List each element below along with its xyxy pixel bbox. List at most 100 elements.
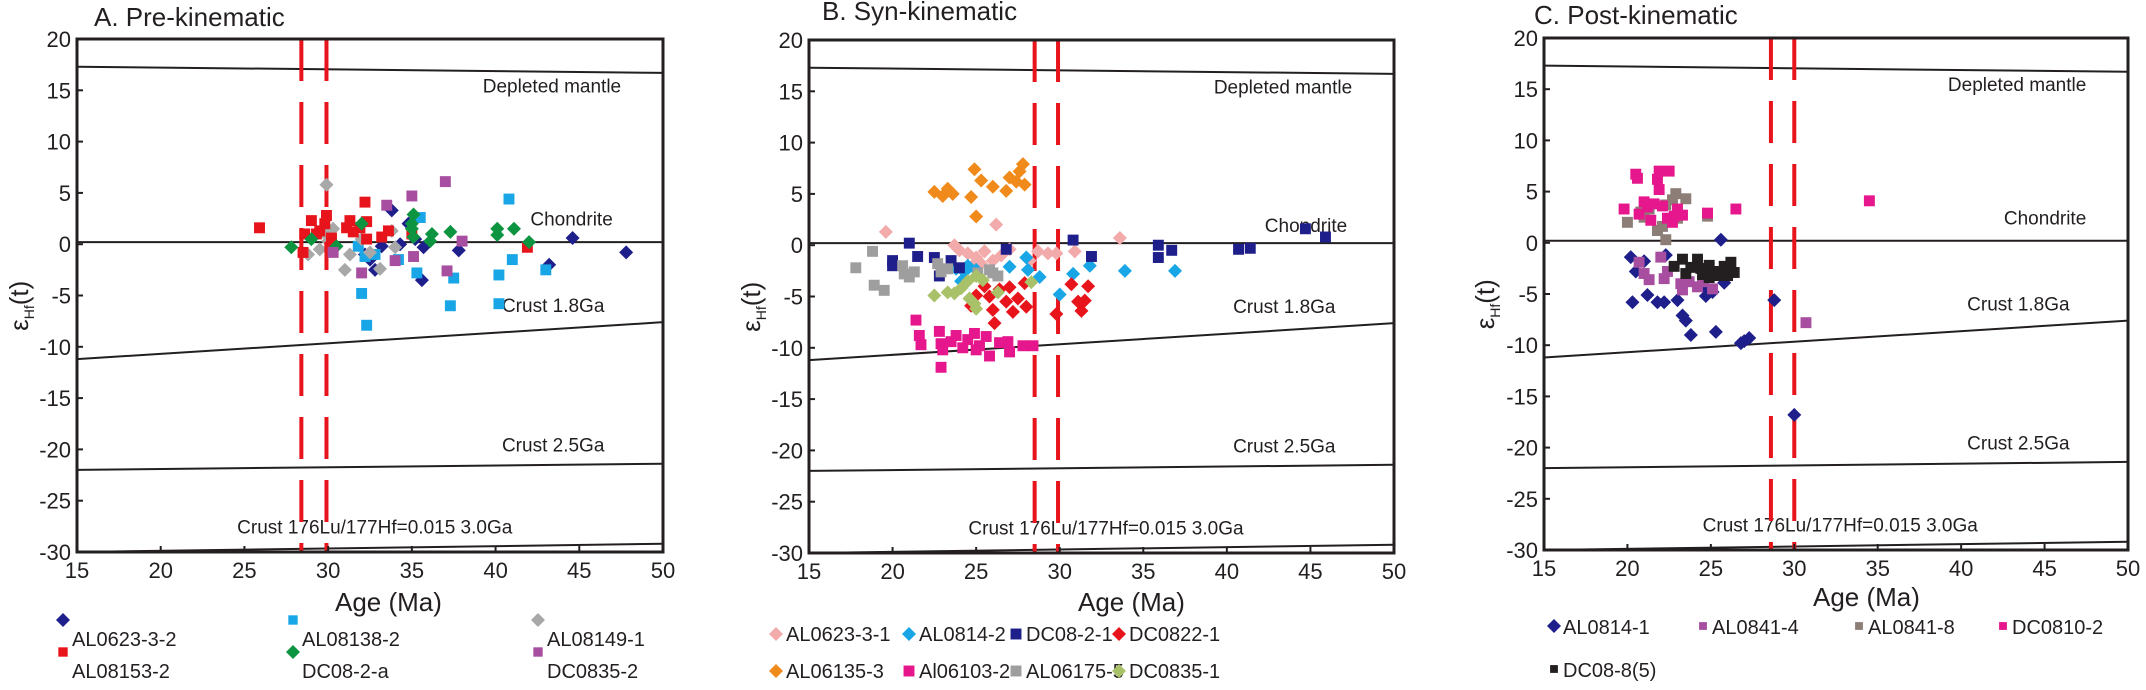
data-point xyxy=(406,207,421,222)
data-point xyxy=(1670,188,1682,200)
data-point xyxy=(897,260,909,272)
data-point xyxy=(1657,200,1668,212)
y-tick-label: 10 xyxy=(1514,128,1538,153)
data-point xyxy=(1618,203,1630,215)
reference-line-label: Depleted mantle xyxy=(483,76,621,97)
reference-line-label: Crust 1.8Ga xyxy=(1233,297,1336,318)
data-point xyxy=(327,246,339,258)
legend-item: AL08153-2 xyxy=(58,647,170,683)
legend-marker xyxy=(531,613,545,627)
data-point xyxy=(942,263,954,275)
legend-marker xyxy=(1112,664,1126,678)
legend-marker xyxy=(1010,628,1022,640)
data-point xyxy=(1299,223,1311,235)
data-point xyxy=(945,186,960,201)
legend-label: DC0822-1 xyxy=(1129,624,1220,646)
reference-line-label: Depleted mantle xyxy=(1948,75,2086,96)
legend-label: AL06135-3 xyxy=(786,661,884,683)
data-point xyxy=(1643,274,1655,286)
data-point xyxy=(1728,267,1740,278)
data-point xyxy=(1017,340,1029,352)
data-point xyxy=(989,217,1004,232)
y-tick-label: -30 xyxy=(1506,538,1538,563)
series-al08149-1 xyxy=(301,177,403,277)
legend-marker xyxy=(58,647,68,657)
series-al06103-2 xyxy=(910,314,1039,373)
x-axis-title: Age (Ma) xyxy=(335,587,442,617)
reference-line-label: Crust 2.5Ga xyxy=(502,435,605,456)
data-point xyxy=(1015,157,1030,172)
data-point xyxy=(342,247,357,262)
legend-label: AL0814-1 xyxy=(1563,617,1650,639)
data-point xyxy=(974,173,989,188)
data-point xyxy=(299,228,311,240)
series-dc08-8-5- xyxy=(1668,253,1740,284)
data-point xyxy=(1002,336,1014,348)
legend-item: DC0835-1 xyxy=(1112,661,1220,683)
data-point xyxy=(1010,291,1025,306)
y-tick-label: -10 xyxy=(39,335,71,360)
data-points xyxy=(850,157,1331,373)
data-point xyxy=(1713,232,1728,247)
data-point xyxy=(910,314,922,326)
data-point xyxy=(1081,279,1096,294)
legend-label: DC0810-2 xyxy=(2012,617,2103,639)
data-point xyxy=(987,267,999,279)
data-point xyxy=(284,240,299,255)
data-point xyxy=(1017,177,1032,192)
y-tick-label: 5 xyxy=(59,181,71,206)
data-point xyxy=(1695,262,1707,274)
data-point xyxy=(369,249,381,260)
legend-marker xyxy=(769,627,783,641)
data-point xyxy=(1767,293,1782,308)
legend-marker xyxy=(56,613,70,627)
data-point xyxy=(1722,270,1734,282)
legend-marker xyxy=(1112,627,1126,641)
data-point xyxy=(565,231,580,246)
data-point xyxy=(937,344,949,356)
data-point xyxy=(1640,288,1655,303)
data-point xyxy=(1800,317,1812,329)
data-point xyxy=(1067,244,1082,259)
reference-line-label: Crust 2.5Ga xyxy=(1967,434,2070,455)
series-dc0810-2 xyxy=(1618,165,1875,228)
data-point xyxy=(1067,234,1079,246)
data-point xyxy=(321,210,332,221)
data-point xyxy=(1672,203,1683,215)
data-point xyxy=(388,240,403,255)
y-tick-label: 20 xyxy=(1514,26,1538,51)
data-point xyxy=(1730,203,1742,215)
data-point xyxy=(382,225,394,237)
data-point xyxy=(1657,295,1672,310)
data-point xyxy=(361,233,373,245)
reference-line xyxy=(808,463,1395,472)
data-point xyxy=(1863,195,1875,207)
y-tick-label: -10 xyxy=(1506,333,1538,358)
legend-item: AL0841-8 xyxy=(1855,617,1955,639)
data-point xyxy=(1683,276,1695,288)
data-point xyxy=(980,331,992,342)
y-tick-label: -5 xyxy=(51,284,71,309)
data-point xyxy=(1742,331,1757,346)
reference-line-label: Crust 1.8Ga xyxy=(502,296,605,317)
x-tick-label: 30 xyxy=(1782,556,1806,581)
data-point xyxy=(903,237,915,249)
data-point xyxy=(1653,184,1665,196)
legend-item: Al06103-2 xyxy=(903,661,1010,683)
panel-post-kinematic: C. Post-kinematic Age (Ma) Depleted mant… xyxy=(1470,0,2140,682)
data-point xyxy=(305,215,317,227)
data-point xyxy=(1660,234,1672,246)
data-point xyxy=(376,231,388,243)
data-point xyxy=(414,212,426,223)
data-point xyxy=(381,199,393,211)
x-tick-label: 20 xyxy=(148,558,172,583)
data-point xyxy=(1633,208,1645,220)
data-point xyxy=(935,338,947,350)
y-tick-label: 0 xyxy=(1526,231,1538,256)
data-point xyxy=(1662,266,1673,277)
data-point xyxy=(1019,299,1034,314)
data-point xyxy=(406,230,421,245)
data-point xyxy=(1066,266,1081,281)
x-axis-title: Age (Ma) xyxy=(1813,582,1920,612)
data-point xyxy=(354,216,369,231)
